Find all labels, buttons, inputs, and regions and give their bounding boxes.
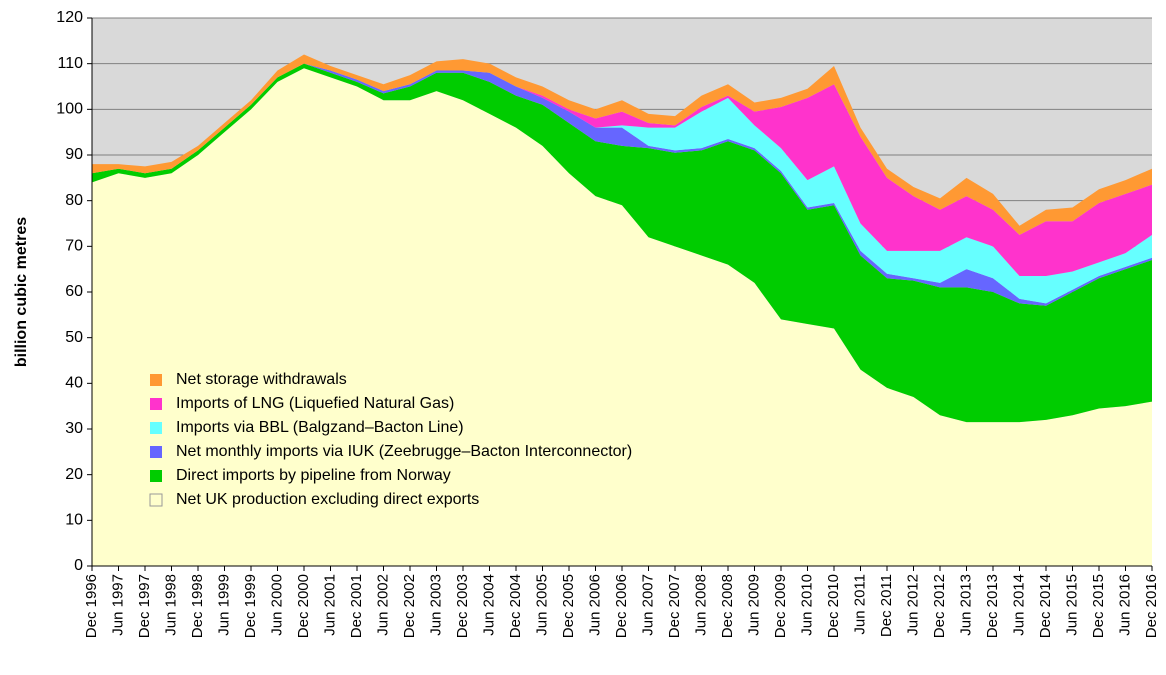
x-tick-label: Dec 2014 <box>1037 574 1054 638</box>
x-tick-label: Jun 2012 <box>904 574 921 636</box>
x-tick-label: Dec 2002 <box>401 574 418 638</box>
legend-swatch <box>150 374 162 386</box>
x-tick-label: Jun 2005 <box>533 574 550 636</box>
legend-label: Net storage withdrawals <box>176 371 347 388</box>
x-tick-label: Dec 2013 <box>984 574 1001 638</box>
x-tick-label: Dec 2007 <box>666 574 683 638</box>
legend-swatch <box>150 470 162 482</box>
x-tick-label: Jun 2004 <box>480 574 497 636</box>
y-tick-label: 20 <box>65 466 83 483</box>
x-tick-label: Dec 1998 <box>189 574 206 638</box>
x-tick-label: Dec 2000 <box>295 574 312 638</box>
y-tick-label: 90 <box>65 146 83 163</box>
x-tick-label: Dec 2008 <box>719 574 736 638</box>
x-tick-label: Dec 2006 <box>613 574 630 638</box>
x-tick-label: Dec 1999 <box>242 574 259 638</box>
legend-label: Net monthly imports via IUK (Zeebrugge–B… <box>176 443 632 460</box>
x-tick-label: Jun 2008 <box>692 574 709 636</box>
x-tick-label: Jun 1999 <box>215 574 232 636</box>
x-tick-label: Jun 2006 <box>586 574 603 636</box>
y-tick-label: 80 <box>65 192 83 209</box>
x-tick-label: Jun 2011 <box>851 574 868 635</box>
x-tick-label: Jun 2014 <box>1010 574 1027 636</box>
x-tick-label: Dec 2011 <box>878 574 895 637</box>
x-tick-label: Dec 2010 <box>825 574 842 638</box>
y-axis-label: billion cubic metres <box>13 217 30 367</box>
legend-label: Direct imports by pipeline from Norway <box>176 467 451 484</box>
x-tick-label: Jun 2000 <box>268 574 285 636</box>
x-tick-label: Dec 2012 <box>931 574 948 638</box>
y-tick-label: 60 <box>65 283 83 300</box>
area <box>92 63 1152 423</box>
x-tick-label: Jun 2009 <box>745 574 762 636</box>
legend-label: Net UK production excluding direct expor… <box>176 491 479 508</box>
x-tick-label: Dec 2009 <box>772 574 789 638</box>
y-tick-label: 50 <box>65 329 83 346</box>
legend-label: Imports via BBL (Balgzand–Bacton Line) <box>176 419 464 436</box>
x-tick-label: Jun 2001 <box>321 574 338 636</box>
y-tick-label: 70 <box>65 238 83 255</box>
x-tick-label: Dec 2003 <box>454 574 471 638</box>
area <box>92 63 1152 304</box>
x-tick-label: Dec 2015 <box>1090 574 1107 638</box>
x-tick-label: Jun 2016 <box>1116 574 1133 636</box>
x-tick-label: Jun 1998 <box>162 574 179 636</box>
y-tick-label: 110 <box>57 55 83 72</box>
x-tick-label: Dec 2004 <box>507 574 524 638</box>
y-tick-label: 120 <box>56 9 83 26</box>
area <box>92 63 1152 277</box>
y-tick-label: 0 <box>74 557 83 574</box>
area <box>92 54 1152 235</box>
x-tick-label: Jun 2007 <box>639 574 656 636</box>
x-tick-label: Dec 2005 <box>560 574 577 638</box>
x-tick-label: Jun 1997 <box>109 574 126 636</box>
x-tick-label: Jun 2003 <box>427 574 444 636</box>
legend-swatch <box>150 398 162 410</box>
area <box>92 68 1152 566</box>
x-tick-label: Jun 2010 <box>798 574 815 636</box>
x-tick-label: Dec 2001 <box>348 574 365 638</box>
y-tick-label: 30 <box>65 420 83 437</box>
legend-swatch <box>150 446 162 458</box>
legend-swatch <box>150 422 162 434</box>
y-tick-label: 10 <box>65 512 83 529</box>
x-tick-label: Dec 1997 <box>136 574 153 638</box>
x-tick-label: Jun 2002 <box>374 574 391 636</box>
legend-swatch <box>149 493 163 507</box>
x-tick-label: Jun 2015 <box>1063 574 1080 636</box>
x-tick-label: Jun 2013 <box>957 574 974 636</box>
y-tick-label: 40 <box>65 375 83 392</box>
y-tick-label: 100 <box>56 101 83 118</box>
legend-label: Imports of LNG (Liquefied Natural Gas) <box>176 395 454 412</box>
x-tick-label: Dec 2016 <box>1143 574 1160 638</box>
x-tick-label: Dec 1996 <box>83 574 100 638</box>
